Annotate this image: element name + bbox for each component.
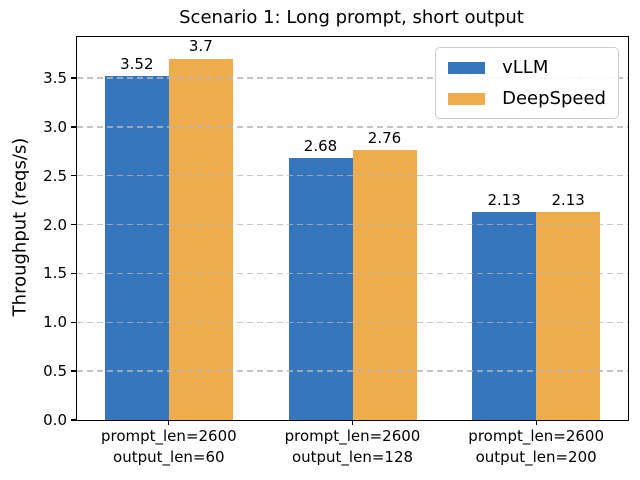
bar-value-label: 2.13 (487, 190, 521, 209)
y-tick-mark (70, 126, 76, 128)
bar-vllm-group2 (288, 158, 353, 420)
y-tick-label: 3.0 (43, 117, 67, 136)
bar-value-label: 2.68 (303, 137, 338, 156)
bar-deepspeed-group3 (536, 211, 601, 420)
gridline (77, 175, 628, 177)
y-tick-label: 1.5 (43, 264, 67, 283)
bar-value-label: 3.7 (188, 37, 213, 56)
legend-entry-deepspeed: DeepSpeed (448, 88, 606, 109)
x-tick-mark (168, 420, 170, 425)
bar-vllm-group3 (472, 211, 537, 420)
legend-label-deepspeed: DeepSpeed (502, 88, 606, 109)
gridline (77, 272, 628, 275)
x-tick-label: prompt_len=2600 output_len=60 (100, 427, 237, 466)
y-tick-label: 3.5 (43, 69, 67, 88)
legend-swatch-deepspeed (448, 92, 486, 105)
legend-entry-vllm: vLLM (448, 57, 606, 78)
x-tick-label: prompt_len=2600 output_len=200 (468, 427, 604, 466)
gridline (77, 370, 628, 372)
y-tick-mark (70, 77, 76, 79)
bar-value-label: 2.76 (367, 129, 402, 148)
gridline (77, 223, 628, 226)
y-tick-label: 2.0 (43, 215, 67, 234)
plot-area: 3.52 3.7 2.68 2.76 2.13 2.13 0.0 0.5 1.0 1.5 2.0 2… (43, 36, 629, 466)
bar-value-label: 3.52 (120, 55, 154, 74)
y-tick-label: 0.0 (43, 411, 67, 429)
x-tick-mark (535, 420, 537, 425)
x-tick-label: prompt_len=2600 output_len=128 (284, 427, 421, 466)
gridline (77, 126, 628, 128)
bar-vllm-group1 (104, 76, 169, 420)
y-tick-mark (70, 175, 76, 177)
legend-label-vllm: vLLM (502, 57, 549, 78)
chart-title: Scenario 1: Long prompt, short output (179, 7, 524, 28)
y-tick-label: 2.5 (43, 166, 67, 185)
gridline (77, 321, 628, 323)
legend: vLLM DeepSpeed (435, 47, 619, 119)
y-tick-mark (70, 321, 76, 323)
y-tick-label: 0.5 (43, 362, 67, 381)
y-tick-mark (70, 419, 76, 421)
y-tick-mark (70, 272, 76, 275)
y-tick-label: 1.0 (43, 313, 67, 332)
bar-deepspeed-group2 (352, 150, 417, 420)
gridline (77, 77, 628, 79)
bar-deepspeed-group1 (168, 58, 233, 420)
bar-value-label: 2.13 (551, 190, 585, 209)
y-tick-mark (70, 370, 76, 372)
legend-swatch-vllm (448, 61, 486, 74)
x-tick-mark (351, 420, 354, 425)
y-tick-mark (70, 223, 76, 226)
